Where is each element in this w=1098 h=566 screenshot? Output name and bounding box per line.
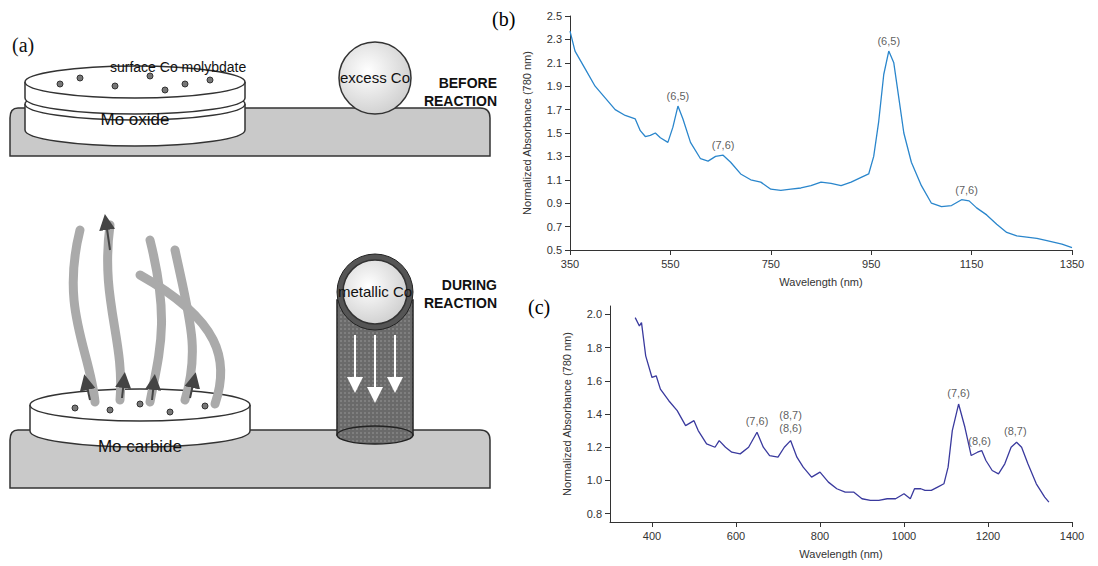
html-text:(c): (c) (528, 296, 551, 318)
svg-text:(7,6): (7,6) (955, 184, 978, 196)
svg-text:(8,7): (8,7) (779, 409, 802, 421)
svg-text:1.4: 1.4 (587, 408, 602, 420)
svg-text:surface Co molybdate: surface Co molybdate (110, 59, 246, 75)
svg-text:550: 550 (661, 258, 679, 270)
svg-text:600: 600 (727, 530, 745, 542)
svg-text:(7,6): (7,6) (712, 139, 735, 151)
html-text:(b): (b) (492, 8, 516, 30)
svg-text:1150: 1150 (960, 258, 984, 270)
svg-text:1.7: 1.7 (547, 104, 562, 116)
svg-text:950: 950 (862, 258, 880, 270)
svg-text:1200: 1200 (976, 530, 1000, 542)
svg-text:1.5: 1.5 (547, 127, 562, 139)
svg-text:Normalized Absorbance (780 nm): Normalized Absorbance (780 nm) (561, 332, 573, 496)
svg-text:(8,6): (8,6) (779, 422, 802, 434)
svg-text:DURING: DURING (442, 277, 497, 293)
svg-text:0.5: 0.5 (547, 244, 562, 256)
svg-text:Wavelength (nm): Wavelength (nm) (799, 548, 882, 560)
svg-text:1.2: 1.2 (587, 441, 602, 453)
svg-text:1.1: 1.1 (547, 174, 562, 186)
svg-text:1000: 1000 (892, 530, 916, 542)
svg-text:1.3: 1.3 (547, 150, 562, 162)
svg-text:0.8: 0.8 (587, 508, 602, 520)
svg-text:1.8: 1.8 (587, 342, 602, 354)
svg-text:Normalized Absorbance (780 nm): Normalized Absorbance (780 nm) (521, 51, 533, 215)
svg-text:350: 350 (561, 258, 579, 270)
svg-text:(8,7): (8,7) (1004, 425, 1027, 437)
svg-text:(7,6): (7,6) (746, 415, 769, 427)
svg-text:(7,6): (7,6) (947, 387, 970, 399)
svg-text:1.6: 1.6 (587, 375, 602, 387)
svg-text:BEFORE: BEFORE (439, 75, 497, 91)
svg-text:excess Co: excess Co (340, 69, 410, 86)
svg-text:1.9: 1.9 (547, 80, 562, 92)
svg-text:Mo carbide: Mo carbide (98, 437, 182, 456)
svg-text:0.7: 0.7 (547, 221, 562, 233)
svg-text:REACTION: REACTION (424, 295, 497, 311)
svg-text:2.0: 2.0 (587, 308, 602, 320)
svg-text:(6,5): (6,5) (667, 90, 690, 102)
svg-text:800: 800 (811, 530, 829, 542)
svg-text:750: 750 (762, 258, 780, 270)
svg-text:2.3: 2.3 (547, 33, 562, 45)
svg-text:(a): (a) (12, 34, 34, 57)
svg-text:REACTION: REACTION (424, 93, 497, 109)
svg-text:1400: 1400 (1060, 530, 1084, 542)
svg-text:1.0: 1.0 (587, 474, 602, 486)
svg-text:Mo oxide: Mo oxide (101, 110, 170, 129)
svg-text:2.1: 2.1 (547, 57, 562, 69)
svg-text:400: 400 (643, 530, 661, 542)
svg-text:2.5: 2.5 (547, 10, 562, 22)
svg-text:(8,6): (8,6) (968, 435, 991, 447)
svg-text:1350: 1350 (1060, 258, 1084, 270)
svg-text:Wavelength (nm): Wavelength (nm) (779, 276, 862, 288)
svg-text:(6,5): (6,5) (877, 35, 900, 47)
svg-text:0.9: 0.9 (547, 197, 562, 209)
svg-text:metallic Co: metallic Co (338, 283, 412, 300)
